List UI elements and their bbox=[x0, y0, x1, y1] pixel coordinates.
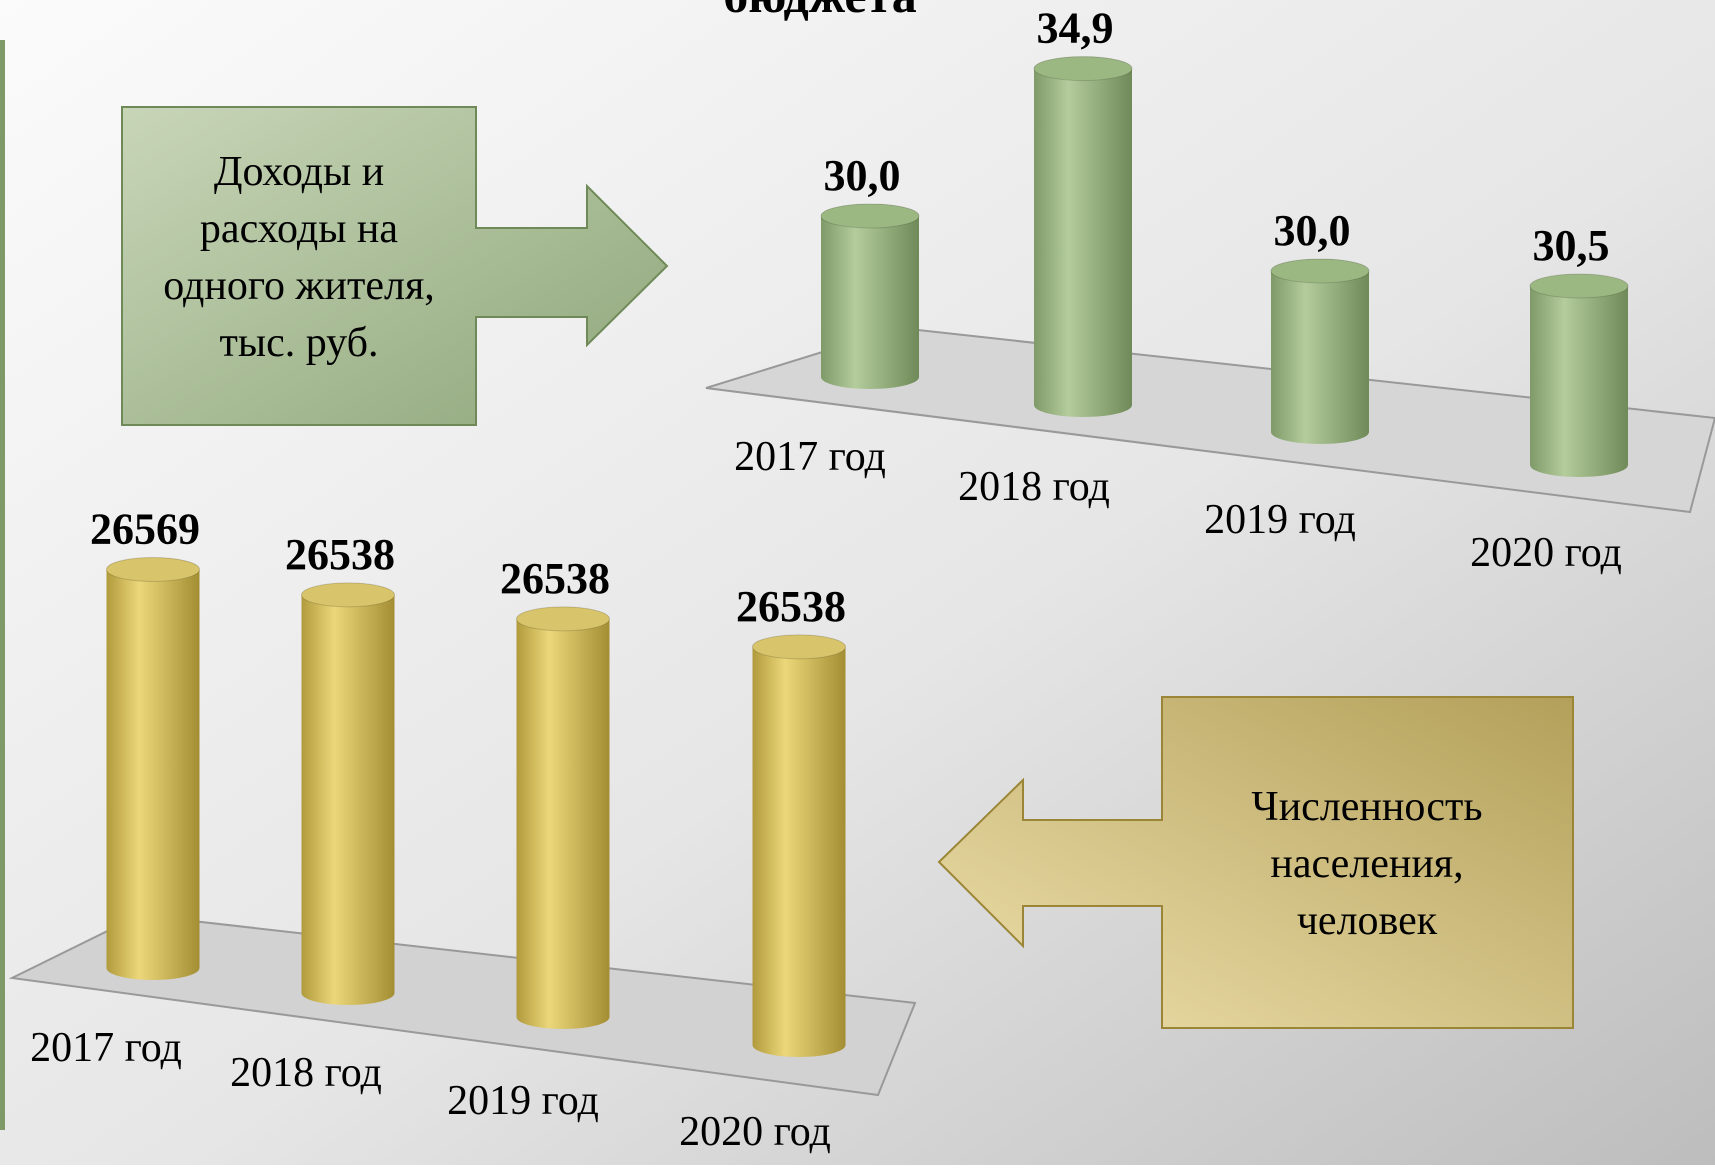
callout-text: Численность bbox=[1251, 784, 1482, 830]
value-label: 34,9 bbox=[1037, 4, 1114, 53]
cylinder bbox=[1034, 56, 1132, 417]
cylinder bbox=[516, 606, 610, 1029]
x-tick-label: 2018 год bbox=[230, 1050, 382, 1096]
cylinder-top bbox=[752, 634, 846, 660]
cylinder bbox=[1530, 274, 1628, 477]
cylinder-top bbox=[301, 582, 395, 608]
x-tick-label: 2019 год bbox=[447, 1078, 599, 1124]
callout-arrow bbox=[937, 696, 1574, 1029]
callout-text: одного жителя, bbox=[163, 263, 435, 309]
x-tick-label: 2020 год bbox=[1470, 530, 1622, 576]
cylinder-top bbox=[1033, 56, 1133, 82]
x-tick-label: 2017 год bbox=[30, 1025, 182, 1071]
callout-text: населения, bbox=[1270, 841, 1463, 887]
callout-text: человек bbox=[1297, 898, 1438, 944]
value-label: 30,0 bbox=[1274, 206, 1351, 255]
cylinder-top bbox=[106, 556, 200, 582]
floor bbox=[8, 913, 917, 1097]
callout-text: Доходы и bbox=[214, 149, 384, 195]
value-label: 30,5 bbox=[1533, 221, 1610, 270]
callout-arrow bbox=[121, 106, 669, 426]
side-bar bbox=[0, 40, 5, 1130]
x-tick-label: 2019 год bbox=[1204, 497, 1356, 543]
x-tick-label: 2017 год bbox=[734, 434, 886, 480]
value-label: 30,0 bbox=[824, 151, 901, 200]
x-tick-label: 2018 год bbox=[958, 464, 1110, 510]
cylinder-top bbox=[1529, 273, 1629, 299]
cylinder bbox=[821, 203, 919, 389]
value-label: 26538 bbox=[500, 554, 610, 603]
cylinder bbox=[301, 582, 395, 1005]
callout-text: расходы на bbox=[200, 206, 398, 252]
callout-text: тыс. руб. bbox=[220, 320, 379, 366]
x-tick-label: 2020 год bbox=[679, 1109, 831, 1155]
cylinder-top bbox=[820, 203, 920, 229]
slide-title: бюджета bbox=[723, 0, 917, 23]
cylinder-top bbox=[1270, 258, 1370, 284]
value-label: 26538 bbox=[285, 530, 395, 579]
cylinder bbox=[106, 557, 200, 981]
cylinder bbox=[1271, 258, 1369, 444]
cylinder bbox=[752, 634, 846, 1057]
value-label: 26569 bbox=[90, 504, 200, 553]
value-label: 26538 bbox=[736, 582, 846, 631]
cylinder-top bbox=[516, 606, 610, 632]
